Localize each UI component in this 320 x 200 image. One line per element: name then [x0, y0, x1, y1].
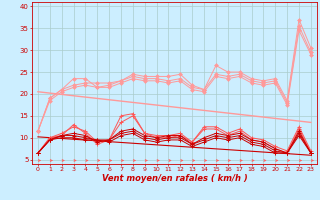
X-axis label: Vent moyen/en rafales ( km/h ): Vent moyen/en rafales ( km/h ) — [101, 174, 247, 183]
